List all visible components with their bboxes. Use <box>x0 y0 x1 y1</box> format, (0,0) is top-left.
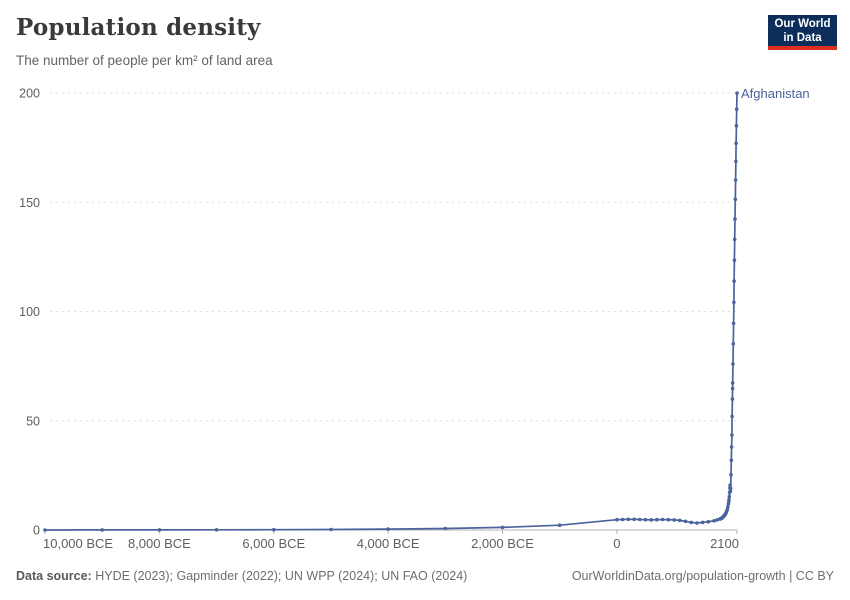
data-point[interactable] <box>157 528 162 532</box>
data-point[interactable] <box>615 517 619 522</box>
data-point[interactable] <box>695 521 699 525</box>
data-point[interactable] <box>43 528 47 532</box>
x-tick-label: 4,000 BCE <box>357 536 420 551</box>
data-point[interactable] <box>643 517 648 522</box>
data-point[interactable] <box>733 178 738 182</box>
data-point[interactable] <box>632 517 636 522</box>
x-tick-label: 2100 <box>710 536 739 551</box>
data-point[interactable] <box>732 258 737 263</box>
data-point[interactable] <box>730 381 735 385</box>
data-point[interactable] <box>729 458 734 463</box>
data-point[interactable] <box>672 518 676 522</box>
data-point[interactable] <box>730 414 734 419</box>
data-point[interactable] <box>689 520 693 525</box>
data-point[interactable] <box>638 517 642 522</box>
data-point[interactable] <box>727 494 732 499</box>
data-point[interactable] <box>733 217 737 221</box>
data-point[interactable] <box>728 483 732 488</box>
x-tick-label: 10,000 BCE <box>43 536 113 551</box>
data-point[interactable] <box>712 519 716 523</box>
data-point[interactable] <box>678 518 682 523</box>
x-tick-label: 2,000 BCE <box>471 536 534 551</box>
data-point[interactable] <box>734 159 738 164</box>
data-point[interactable] <box>731 321 736 326</box>
x-tick-label: 6,000 BCE <box>242 536 305 551</box>
data-point[interactable] <box>731 362 735 366</box>
data-point[interactable] <box>731 342 736 346</box>
y-tick-label: 150 <box>19 196 40 210</box>
data-point[interactable] <box>728 486 733 491</box>
data-point[interactable] <box>715 518 719 522</box>
data-point[interactable] <box>214 528 219 532</box>
data-source-note: Data source: HYDE (2023); Gapminder (202… <box>16 569 467 583</box>
data-point[interactable] <box>660 517 665 522</box>
data-point[interactable] <box>733 197 738 201</box>
data-point[interactable] <box>706 519 711 524</box>
data-point[interactable] <box>729 445 734 449</box>
data-point[interactable] <box>732 237 737 242</box>
page-title: Population density <box>16 14 261 41</box>
data-point[interactable] <box>734 141 738 146</box>
data-point[interactable] <box>735 91 739 95</box>
data-point[interactable] <box>728 489 733 493</box>
data-source-label: Data source: <box>16 569 92 583</box>
data-point[interactable] <box>730 397 735 401</box>
data-point[interactable] <box>557 523 562 527</box>
data-point[interactable] <box>734 107 739 111</box>
data-point[interactable] <box>655 517 659 522</box>
data-point[interactable] <box>726 505 730 509</box>
data-point[interactable] <box>730 433 734 437</box>
owid-logo-line2: in Data <box>783 32 822 44</box>
data-point[interactable] <box>500 525 505 530</box>
data-point[interactable] <box>683 519 688 524</box>
data-point[interactable] <box>620 517 625 522</box>
data-point[interactable] <box>732 279 736 283</box>
data-point[interactable] <box>100 528 104 532</box>
y-tick-label: 100 <box>19 305 40 319</box>
data-point[interactable] <box>666 517 671 522</box>
data-source-text: HYDE (2023); Gapminder (2022); UN WPP (2… <box>91 569 468 583</box>
owid-logo[interactable]: Our World in Data <box>768 15 837 50</box>
y-tick-label: 50 <box>26 414 40 428</box>
data-point[interactable] <box>727 497 731 502</box>
data-point[interactable] <box>626 517 631 522</box>
series-entity-label[interactable]: Afghanistan <box>741 86 810 101</box>
owid-logo-line1: Our World <box>774 18 831 30</box>
data-point[interactable] <box>730 386 735 391</box>
y-tick-label: 200 <box>19 87 40 101</box>
data-point[interactable] <box>443 526 448 531</box>
chart-subtitle: The number of people per km² of land are… <box>16 53 273 68</box>
data-point[interactable] <box>649 518 653 522</box>
data-point[interactable] <box>734 124 739 128</box>
chart-footer: Data source: HYDE (2023); Gapminder (202… <box>16 569 834 583</box>
data-point[interactable] <box>329 527 333 532</box>
data-point[interactable] <box>729 472 733 477</box>
x-tick-label: 8,000 BCE <box>128 536 191 551</box>
data-point[interactable] <box>386 527 390 531</box>
data-point[interactable] <box>272 527 276 532</box>
credit-link[interactable]: OurWorldinData.org/population-growth | C… <box>571 569 834 583</box>
data-point[interactable] <box>732 300 736 305</box>
x-tick-label: 0 <box>613 536 620 551</box>
y-tick-label: 0 <box>33 524 40 538</box>
data-point[interactable] <box>700 520 705 525</box>
